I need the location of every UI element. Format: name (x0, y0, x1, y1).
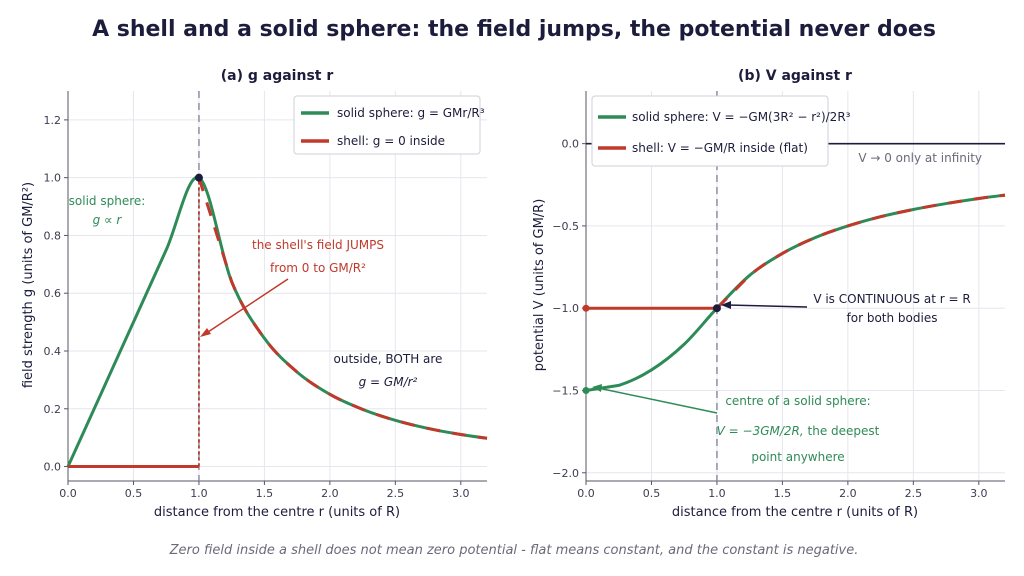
panel-b-legend-label-shell: shell: V = −GM/R inside (flat) (632, 141, 808, 155)
panel-a-x-tick-label: 0.0 (59, 487, 77, 500)
panel-a-series-solid-sphere (66, 176, 488, 468)
panel-a-ticks: 0.0 0.5 1.0 1.5 2.0 2.5 3.0 0.0 0.2 0.4 0.6 0.8 1.0 1… (44, 114, 470, 500)
panel-b-y-tick-label: 0.0 (562, 138, 580, 151)
panel-a-x-tick-label: 0.5 (125, 487, 143, 500)
panel-b-y-tick-label: −1.5 (552, 384, 579, 397)
panel-b-continuous-label-line1: V is CONTINUOUS at r = R (813, 292, 970, 306)
panel-b-title: (b) V against r (738, 68, 852, 84)
panel-a-legend: solid sphere: g = GMr/R³ shell: g = 0 in… (293, 95, 485, 155)
panel-b-grid (585, 91, 1005, 482)
panel-b-legend: solid sphere: V = −GM(3R² − r²)/2R³ shel… (591, 95, 851, 167)
panel-b-marker-dot (712, 304, 721, 313)
panel-b-x-tick-label: 0.5 (643, 487, 661, 500)
panel-b-x-tick-label: 0.0 (577, 487, 595, 500)
panel-a-x-tick-label: 2.0 (321, 487, 339, 500)
panel-b-y-tick-label: −0.5 (552, 220, 579, 233)
panel-b-series-shell-outside (715, 193, 1006, 310)
panel-a-x-axis-label: distance from the centre r (units of R) (154, 505, 400, 520)
panel-b-continuous-label-line2: for both bodies (847, 311, 938, 325)
panel-a-y-axis-label: field strength g (units of GM/R²) (21, 182, 36, 388)
panel-b-ticks: 0.0 0.5 1.0 1.5 2.0 2.5 3.0 0.0 −0.5 −1.0 −1.5 −2.0 (552, 138, 987, 500)
panel-b-centre-tail: the deepest (804, 424, 880, 438)
panel-a-y-tick-label: 0.8 (44, 229, 62, 242)
panel-a-y-tick-label: 1.0 (44, 172, 62, 185)
panel-a-legend-label-shell: shell: g = 0 inside (337, 134, 445, 148)
panel-a-outside-label-line2: g = GM/r² (359, 375, 418, 389)
panel-b-y-axis-label: potential V (units of GM/R) (532, 199, 547, 372)
panel-a-x-tick-label: 1.5 (256, 487, 274, 500)
panel-b-centre-formula: V = −3GM/2R, (717, 424, 804, 438)
panel-b-x-tick-label: 2.5 (905, 487, 923, 500)
figure-caption: Zero field inside a shell does not mean … (169, 543, 859, 558)
panel-a-solid-label-line1: solid sphere: (69, 194, 146, 208)
panel-b-x-tick-label: 1.0 (708, 487, 726, 500)
panel-b-infinity-label: V → 0 only at infinity (858, 151, 982, 165)
panel-b-x-axis-label: distance from the centre r (units of R) (672, 505, 918, 520)
panel-b-v-against-r: (b) V against r 0.0 0.5 1.0 1.5 2.0 2.5 3.00.0… (532, 68, 1006, 520)
panel-b-legend-box (591, 95, 829, 167)
panel-a-x-tick-label: 1.0 (190, 487, 208, 500)
panel-a-y-tick-label: 1.2 (44, 114, 62, 127)
panel-b-y-tick-label: −1.0 (552, 302, 579, 315)
panel-a-title: (a) g against r (221, 68, 334, 84)
panel-b-continuous-arrowhead (721, 301, 731, 309)
panel-a-solid-label-line2: g ∝ r (93, 213, 123, 227)
panel-a-x-tick-label: 3.0 (452, 487, 470, 500)
panel-a-y-tick-label: 0.4 (44, 345, 62, 358)
panel-a-series-shell-outside (197, 177, 488, 440)
panel-a-jump-label-line2: from 0 to GM/R² (270, 261, 366, 275)
panel-a-y-tick-label: 0.6 (44, 287, 62, 300)
panel-a-jump-arrow (204, 278, 289, 335)
panel-a-y-tick-label: 0.0 (44, 461, 62, 474)
panel-a-outside-label-line1: outside, BOTH are (334, 352, 443, 366)
panel-a-y-tick-label: 0.2 (44, 403, 62, 416)
panel-b-x-tick-label: 1.5 (774, 487, 792, 500)
figure-title: A shell and a solid sphere: the field ju… (92, 17, 936, 42)
panel-b-centre-label-line3: point anywhere (751, 450, 844, 464)
panel-a-jump-arrowhead (200, 328, 211, 337)
panel-b-shell-start-dot (582, 304, 590, 312)
panel-a-x-tick-label: 2.5 (387, 487, 405, 500)
panel-b-legend-label-solid: solid sphere: V = −GM(3R² − r²)/2R³ (632, 110, 851, 124)
panel-b-centre-arrow (597, 387, 718, 414)
panel-a-legend-box (293, 95, 481, 155)
panel-b-centre-arrowhead (592, 384, 602, 392)
panel-b-centre-label-line1: centre of a solid sphere: (725, 394, 870, 408)
panel-b-x-tick-label: 3.0 (970, 487, 988, 500)
panel-a-g-against-r: (a) g against r 0.0 0.5 1.0 1.5 2.0 2.5 3.00.0… (21, 68, 488, 520)
panel-b-solid-centre-dot (582, 386, 590, 394)
panel-a-jump-label-line1: the shell's field JUMPS (252, 238, 384, 252)
panel-a-legend-label-solid: solid sphere: g = GMr/R³ (337, 106, 485, 120)
panel-b-centre-label-line2: V = −3GM/2R, the deepest (717, 424, 880, 438)
panel-a-marker-dot (194, 173, 203, 182)
panel-a-lines (66, 91, 488, 481)
panel-b-x-tick-label: 2.0 (839, 487, 857, 500)
panel-b-y-tick-label: −2.0 (552, 467, 579, 480)
panel-b-continuous-arrow (726, 304, 808, 308)
panel-b-series-solid-sphere (585, 193, 1006, 392)
